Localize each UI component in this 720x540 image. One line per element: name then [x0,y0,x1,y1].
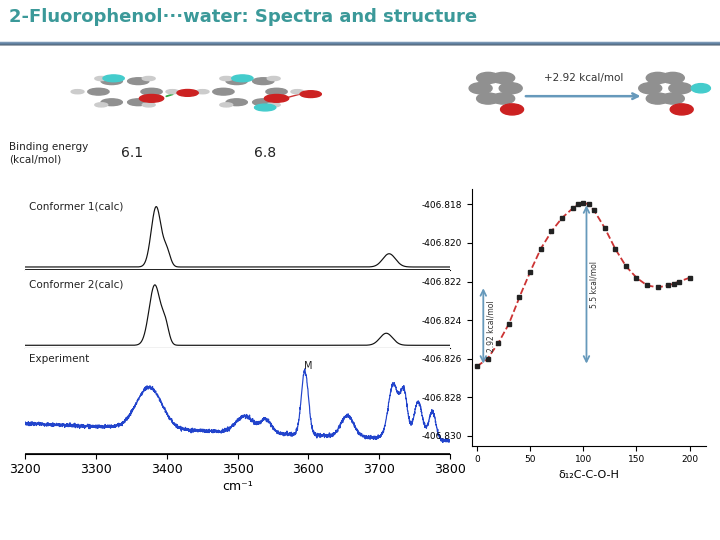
Text: +2.92 kcal/mol: +2.92 kcal/mol [544,73,623,83]
Circle shape [177,90,198,96]
Circle shape [143,77,155,80]
Text: Binding energy
(kcal/mol): Binding energy (kcal/mol) [9,142,88,164]
Circle shape [196,90,209,94]
Circle shape [267,77,280,80]
Circle shape [300,91,321,98]
Circle shape [220,103,233,107]
Circle shape [477,72,500,84]
Circle shape [253,78,274,85]
Circle shape [661,93,684,104]
Circle shape [220,77,233,80]
Text: 6.8: 6.8 [254,146,276,160]
Circle shape [499,83,522,94]
Circle shape [141,88,162,95]
Circle shape [101,99,122,106]
Circle shape [103,75,125,82]
Circle shape [127,99,149,106]
Circle shape [492,93,515,104]
Text: 5.5 kcal/mol: 5.5 kcal/mol [590,261,598,308]
Circle shape [143,103,155,107]
Circle shape [71,90,84,94]
Circle shape [166,90,179,94]
Circle shape [492,72,515,84]
Circle shape [95,77,108,80]
Circle shape [101,78,122,85]
Circle shape [88,88,109,95]
Text: 2.92 kcal/mol: 2.92 kcal/mol [487,300,495,352]
Circle shape [669,83,692,94]
Circle shape [255,104,276,111]
Circle shape [127,78,149,85]
Circle shape [213,88,234,95]
Circle shape [264,94,289,102]
Circle shape [291,90,304,94]
Circle shape [226,99,248,106]
Circle shape [477,93,500,104]
Circle shape [469,83,492,94]
X-axis label: δ₁₂C-C-O-H: δ₁₂C-C-O-H [558,470,619,480]
Text: 6.1: 6.1 [120,146,143,160]
Text: Conformer 2(calc): Conformer 2(calc) [30,279,124,289]
Circle shape [140,94,163,102]
Circle shape [639,83,662,94]
Circle shape [691,84,711,93]
Circle shape [500,104,523,115]
Text: 2-Fluorophenol···water: Spectra and structure: 2-Fluorophenol···water: Spectra and stru… [9,9,477,26]
Text: Conformer 1(calc): Conformer 1(calc) [30,201,124,211]
X-axis label: cm⁻¹: cm⁻¹ [222,481,253,494]
Circle shape [647,93,670,104]
Text: M: M [304,361,312,372]
Circle shape [266,88,287,95]
Circle shape [95,103,108,107]
Circle shape [232,75,253,82]
Text: Experiment: Experiment [30,354,90,363]
Circle shape [647,72,670,84]
Circle shape [267,103,280,107]
Circle shape [226,78,248,85]
Circle shape [661,72,684,84]
Circle shape [253,99,274,106]
Circle shape [670,104,693,115]
